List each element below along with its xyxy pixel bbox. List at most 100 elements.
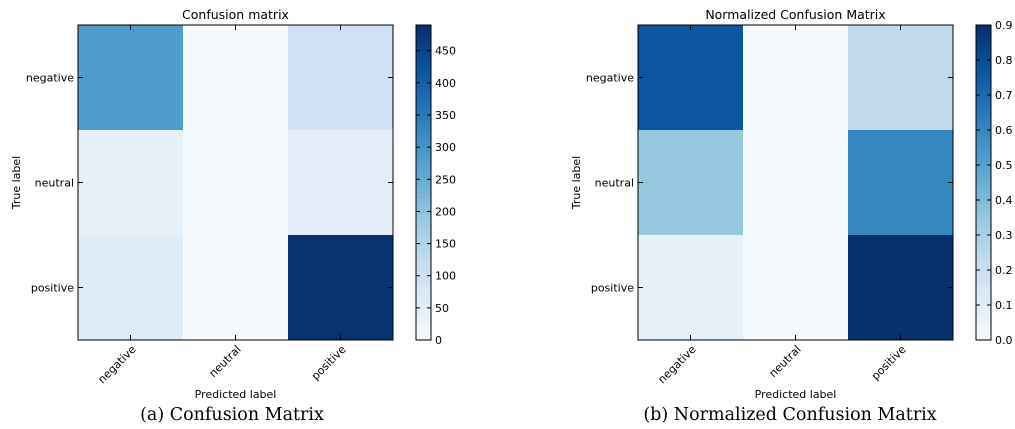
colorbar-segment (416, 256, 431, 262)
colorbar-segment (416, 156, 431, 163)
colorbar-segment (976, 35, 991, 42)
colorbar-segment (976, 140, 991, 147)
colorbar-segment (416, 40, 431, 47)
colorbar-segment (416, 98, 431, 105)
colorbar-segment (416, 135, 431, 142)
colorbar-segment (976, 30, 991, 37)
colorbar-segment (976, 166, 991, 173)
colorbar-segment (416, 35, 431, 42)
colorbar-segment (416, 245, 431, 252)
colorbar-segment (976, 287, 991, 294)
colorbar-segment (976, 256, 991, 262)
colorbar-segment (416, 282, 431, 289)
heatmap-cell (183, 25, 289, 131)
colorbar-segment (416, 67, 431, 73)
colorbar-frame (415, 24, 432, 341)
y-tick-label: positive (591, 282, 634, 295)
colorbar-segment (416, 151, 431, 157)
colorbar-tick-label: 0.2 (995, 264, 1013, 277)
colorbar-segment (976, 51, 991, 58)
colorbar-tick-label: 0.9 (995, 19, 1013, 32)
colorbar-segment (976, 334, 991, 341)
heatmap-cell (638, 25, 744, 131)
colorbar-segment (976, 235, 991, 241)
colorbar-segment (416, 303, 431, 310)
colorbar-segment (416, 77, 431, 84)
colorbar: 0 50 100 150 200 250 300 350 400 450 (415, 24, 456, 347)
colorbar-segment (976, 203, 991, 210)
colorbar-segment (976, 313, 991, 320)
colorbar-segment (416, 166, 431, 173)
colorbar-segment (416, 109, 431, 115)
y-tick-label: negative (26, 72, 74, 85)
colorbar-tick-label: 0.8 (995, 54, 1013, 67)
heatmap-cell (183, 130, 289, 236)
colorbar-segment (416, 324, 431, 331)
colorbar-segment (416, 177, 431, 184)
panel-confusion-matrix: Confusion matrix negative neutral positive n… (10, 7, 456, 425)
y-axis-label: True label (10, 156, 23, 210)
colorbar-tick-label: 0.6 (995, 124, 1013, 137)
colorbar-segment (416, 319, 431, 325)
colorbar-segment (416, 308, 431, 315)
colorbar-tick-label: 150 (435, 238, 456, 251)
colorbar-segment (976, 25, 991, 31)
colorbar-tick-label: 0.4 (995, 194, 1013, 207)
colorbar-segment (416, 161, 431, 168)
colorbar-segment (976, 119, 991, 126)
heatmap-cell (78, 25, 184, 131)
colorbar-segment (976, 114, 991, 121)
colorbar-segment (976, 135, 991, 142)
x-tick-label: positive (869, 343, 909, 383)
figure-caption: (b) Normalized Confusion Matrix (643, 405, 936, 425)
colorbar-segment (976, 40, 991, 47)
x-tick-label: negative (95, 343, 138, 386)
colorbar-tick-label: 50 (435, 302, 449, 315)
colorbar-segment (976, 130, 991, 136)
colorbar-segment (976, 93, 991, 100)
colorbar-segment (976, 72, 991, 79)
colorbar-segment (416, 208, 431, 215)
heatmap-cell (638, 235, 744, 341)
colorbar-segment (976, 156, 991, 163)
colorbar-segment (976, 77, 991, 84)
colorbar-segment (416, 271, 431, 278)
heatmap-cell (848, 235, 954, 341)
colorbar-segment (976, 124, 991, 131)
colorbar-segment (416, 224, 431, 231)
colorbar-segment (976, 109, 991, 115)
colorbar-segment (976, 182, 991, 189)
colorbar-segment (976, 88, 991, 94)
colorbar-segment (416, 130, 431, 136)
colorbar-segment (976, 282, 991, 289)
x-tick-label: neutral (767, 343, 804, 380)
colorbar-segment (976, 329, 991, 336)
colorbar-segment (416, 46, 431, 52)
colorbar-segment (416, 235, 431, 241)
x-tick-label: positive (309, 343, 349, 383)
colorbar-segment (416, 124, 431, 131)
colorbar-segment (976, 240, 991, 247)
x-axis-label: Predicted label (755, 388, 837, 401)
heatmap-cell (183, 235, 289, 341)
colorbar-segment (976, 151, 991, 157)
colorbar-segment (416, 93, 431, 100)
colorbar-segment (976, 172, 991, 178)
colorbar-segment (416, 219, 431, 226)
colorbar-tick-label: 350 (435, 109, 456, 122)
colorbar-segment (976, 161, 991, 168)
colorbar-segment (416, 250, 431, 257)
heatmap-cell (848, 130, 954, 236)
colorbar-segment (976, 277, 991, 283)
heatmap-cell (78, 130, 184, 236)
colorbar-segment (416, 61, 431, 68)
colorbar-segment (976, 198, 991, 205)
colorbar-segment (416, 261, 431, 268)
colorbar-segment (976, 324, 991, 331)
colorbar-segment (416, 103, 431, 110)
colorbar-segment (416, 56, 431, 63)
colorbar-segment (976, 193, 991, 199)
colorbar-segment (416, 140, 431, 147)
colorbar-segment (976, 214, 991, 220)
